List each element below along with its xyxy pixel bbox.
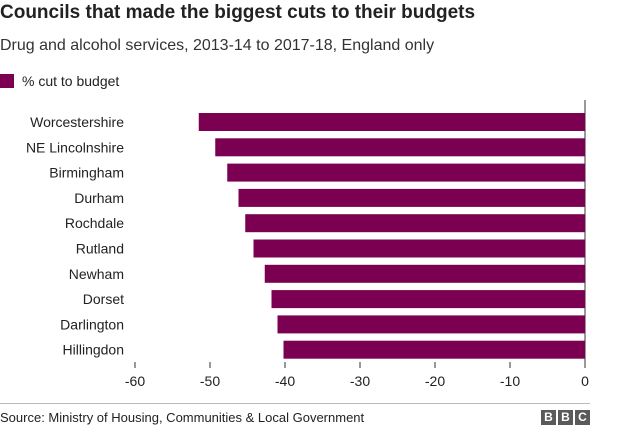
source-note: Source: Ministry of Housing, Communities… bbox=[0, 410, 365, 425]
x-tick-label: -40 bbox=[275, 373, 295, 389]
x-tick-label: -30 bbox=[350, 373, 370, 389]
bar bbox=[198, 113, 585, 131]
bar bbox=[271, 290, 585, 309]
bar bbox=[215, 138, 585, 157]
bbc-logo-letter-2: B bbox=[558, 410, 573, 425]
category-label: Newham bbox=[69, 266, 124, 282]
legend-swatch bbox=[0, 74, 14, 88]
category-label: Dorset bbox=[83, 291, 124, 307]
chart-title: Councils that made the biggest cuts to t… bbox=[0, 2, 476, 23]
x-tick-label: -60 bbox=[125, 373, 145, 389]
bar bbox=[277, 315, 585, 334]
chart-subtitle: Drug and alcohol services, 2013-14 to 20… bbox=[0, 37, 435, 54]
bbc-logo-letter-3: C bbox=[575, 410, 590, 425]
x-tick-label: -20 bbox=[425, 373, 445, 389]
bar bbox=[227, 163, 585, 182]
category-label: NE Lincolnshire bbox=[26, 139, 124, 155]
category-label: Worcestershire bbox=[30, 114, 124, 130]
legend: % cut to budget bbox=[0, 73, 119, 89]
bar-chart: -60 -50 -40 -30 -20 -10 0 Worcestershire NE Linc… bbox=[26, 100, 589, 389]
x-tick-label: -50 bbox=[200, 373, 220, 389]
category-label: Durham bbox=[74, 190, 124, 206]
category-label: Birmingham bbox=[49, 165, 124, 181]
bar bbox=[264, 264, 585, 283]
x-tick-label: -10 bbox=[500, 373, 520, 389]
category-label: Darlington bbox=[60, 316, 124, 332]
bar bbox=[245, 214, 585, 233]
legend-label: % cut to budget bbox=[22, 73, 120, 89]
bar bbox=[283, 340, 585, 359]
category-label: Rochdale bbox=[65, 215, 124, 231]
footer-divider bbox=[0, 403, 590, 404]
bbc-logo-letter-1: B bbox=[541, 410, 556, 425]
bbc-logo: B B C bbox=[541, 410, 590, 425]
category-label: Hillingdon bbox=[63, 342, 124, 358]
bar bbox=[253, 239, 585, 258]
bar bbox=[238, 188, 585, 207]
category-label: Rutland bbox=[76, 241, 124, 257]
x-tick-label: 0 bbox=[581, 373, 589, 389]
